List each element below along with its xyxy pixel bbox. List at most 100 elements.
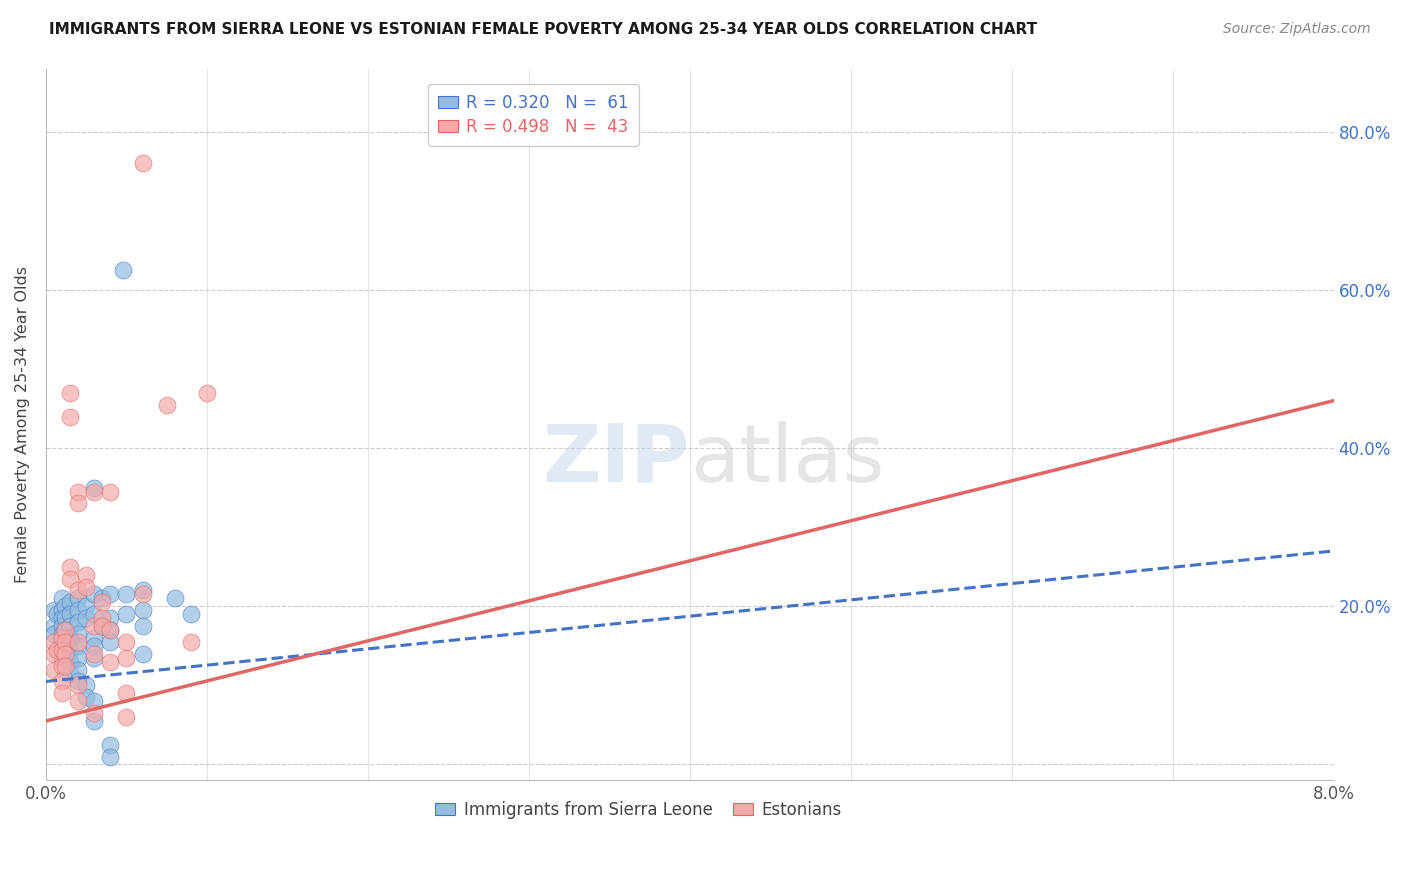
Point <box>67 591 90 606</box>
Point <box>53 647 76 661</box>
Point <box>98 655 121 669</box>
Point <box>51 658 73 673</box>
Point <box>51 686 73 700</box>
Point <box>83 694 105 708</box>
Point <box>131 156 153 170</box>
Point <box>42 635 65 649</box>
Text: Source: ZipAtlas.com: Source: ZipAtlas.com <box>1223 22 1371 37</box>
Point <box>98 623 121 637</box>
Point <box>59 385 82 400</box>
Point <box>91 619 114 633</box>
Point <box>83 639 105 653</box>
Point <box>67 484 90 499</box>
Point <box>51 674 73 689</box>
Point <box>75 580 97 594</box>
Point <box>98 749 121 764</box>
Point <box>67 496 90 510</box>
Point <box>83 714 105 728</box>
Point <box>67 603 90 617</box>
Point <box>67 694 90 708</box>
Point <box>53 599 76 614</box>
Point <box>59 595 82 609</box>
Point <box>83 607 105 622</box>
Point <box>98 587 121 601</box>
Point <box>51 603 73 617</box>
Point <box>51 627 73 641</box>
Point <box>46 642 69 657</box>
Point <box>131 587 153 601</box>
Point <box>51 591 73 606</box>
Y-axis label: Female Poverty Among 25-34 Year Olds: Female Poverty Among 25-34 Year Olds <box>15 266 30 582</box>
Point <box>83 631 105 645</box>
Point <box>98 635 121 649</box>
Point <box>156 398 179 412</box>
Point <box>131 647 153 661</box>
Point <box>53 635 76 649</box>
Text: IMMIGRANTS FROM SIERRA LEONE VS ESTONIAN FEMALE POVERTY AMONG 25-34 YEAR OLDS CO: IMMIGRANTS FROM SIERRA LEONE VS ESTONIAN… <box>49 22 1038 37</box>
Point <box>115 710 138 724</box>
Text: atlas: atlas <box>690 421 884 499</box>
Point <box>59 559 82 574</box>
Point <box>115 686 138 700</box>
Point <box>83 647 105 661</box>
Point <box>51 631 73 645</box>
Point <box>112 263 135 277</box>
Point <box>51 611 73 625</box>
Point <box>67 678 90 692</box>
Point <box>83 481 105 495</box>
Point <box>59 572 82 586</box>
Point <box>98 623 121 637</box>
Point <box>53 623 76 637</box>
Point <box>67 639 90 653</box>
Point <box>67 627 90 641</box>
Point <box>83 619 105 633</box>
Point <box>59 642 82 657</box>
Point <box>59 631 82 645</box>
Point <box>131 603 153 617</box>
Point <box>53 611 76 625</box>
Point <box>51 619 73 633</box>
Point <box>83 650 105 665</box>
Point <box>42 647 65 661</box>
Point <box>42 603 65 617</box>
Point <box>98 611 121 625</box>
Legend: Immigrants from Sierra Leone, Estonians: Immigrants from Sierra Leone, Estonians <box>429 794 848 825</box>
Point <box>46 607 69 622</box>
Point <box>98 738 121 752</box>
Point <box>67 615 90 629</box>
Text: ZIP: ZIP <box>543 421 690 499</box>
Point <box>67 674 90 689</box>
Point <box>83 484 105 499</box>
Point <box>67 583 90 598</box>
Point <box>115 635 138 649</box>
Point <box>115 607 138 622</box>
Point <box>83 706 105 720</box>
Point <box>131 583 153 598</box>
Point <box>131 619 153 633</box>
Point <box>91 591 114 606</box>
Point <box>67 663 90 677</box>
Point <box>59 619 82 633</box>
Point <box>53 623 76 637</box>
Point <box>59 607 82 622</box>
Point <box>75 567 97 582</box>
Point <box>42 619 65 633</box>
Point <box>59 409 82 424</box>
Point <box>115 650 138 665</box>
Point <box>53 635 76 649</box>
Point <box>51 650 73 665</box>
Point <box>67 635 90 649</box>
Point <box>91 611 114 625</box>
Point <box>75 678 97 692</box>
Point <box>83 587 105 601</box>
Point <box>67 650 90 665</box>
Point <box>163 591 186 606</box>
Point <box>53 647 76 661</box>
Point <box>180 635 202 649</box>
Point <box>51 642 73 657</box>
Point <box>53 658 76 673</box>
Point <box>42 627 65 641</box>
Point <box>91 595 114 609</box>
Point <box>91 619 114 633</box>
Point <box>75 690 97 705</box>
